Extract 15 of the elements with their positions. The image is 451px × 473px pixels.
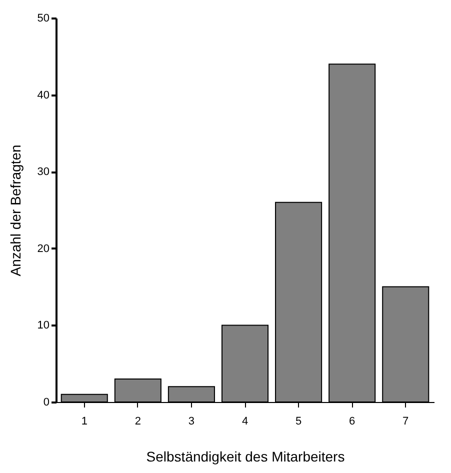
- x-tick-label: 3: [188, 416, 195, 428]
- y-tick-label: 50: [37, 12, 50, 24]
- x-tick-label: 4: [242, 416, 248, 428]
- x-tick-label: 7: [402, 416, 409, 428]
- y-tick-label: 20: [37, 242, 50, 255]
- x-tick-label: 5: [295, 416, 302, 428]
- x-tick-label: 2: [134, 416, 141, 428]
- x-tick-label: 6: [349, 416, 356, 428]
- x-tick-label: 1: [81, 416, 88, 428]
- y-tick-label: 30: [37, 166, 50, 178]
- y-axis-title: Anzahl der Befragten: [7, 144, 24, 276]
- y-tick-label: 40: [37, 89, 50, 102]
- y-tick-label: 0: [43, 396, 50, 408]
- x-axis-title: Selbständigkeit des Mitarbeiters: [146, 448, 345, 464]
- y-tick-label: 10: [37, 320, 50, 332]
